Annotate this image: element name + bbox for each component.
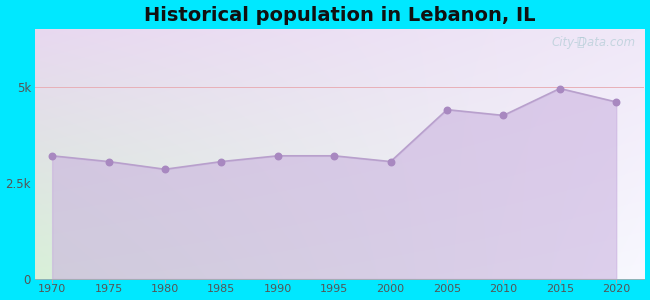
Text: ⓘ: ⓘ xyxy=(576,36,584,50)
Point xyxy=(329,153,339,158)
Point xyxy=(498,113,508,118)
Point xyxy=(385,159,396,164)
Point xyxy=(554,86,565,91)
Point xyxy=(442,107,452,112)
Title: Historical population in Lebanon, IL: Historical population in Lebanon, IL xyxy=(144,6,536,25)
Point xyxy=(216,159,227,164)
Point xyxy=(611,100,621,104)
Point xyxy=(103,159,114,164)
Point xyxy=(160,167,170,172)
Point xyxy=(47,153,57,158)
Text: City-Data.com: City-Data.com xyxy=(551,36,635,50)
Point xyxy=(272,153,283,158)
